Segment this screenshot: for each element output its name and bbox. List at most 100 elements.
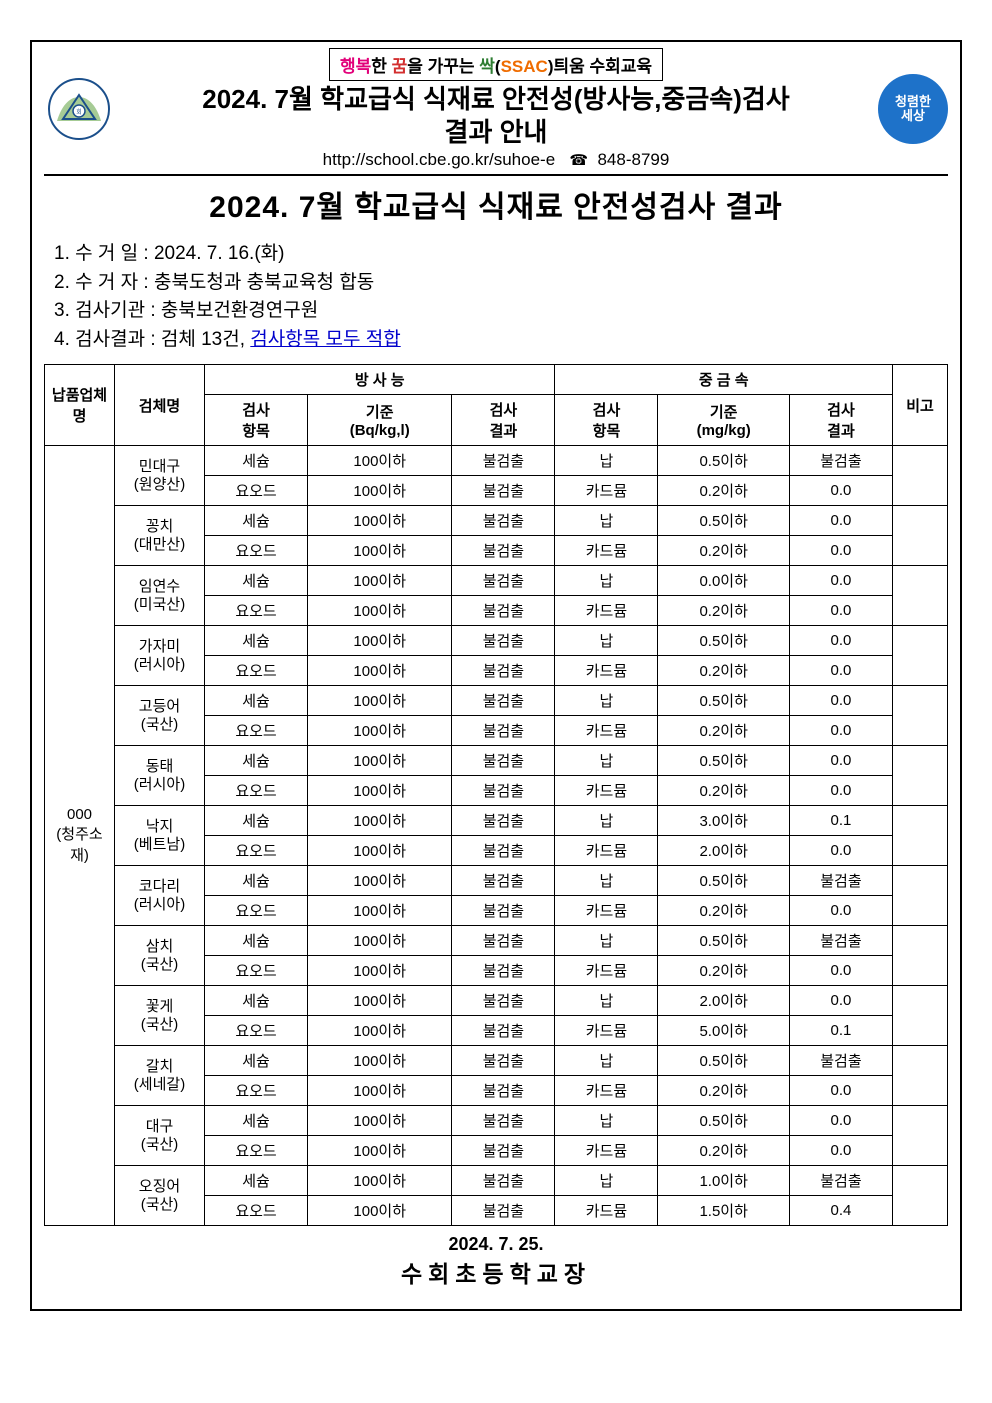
cell-metal-std: 3.0이하 — [658, 806, 789, 836]
cell-sample-name: 임연수 (미국산) — [115, 566, 205, 626]
motto-part: 꿈 — [392, 57, 408, 76]
cell-metal-std: 0.0이하 — [658, 566, 789, 596]
cell-rad-result: 불검출 — [452, 1166, 555, 1196]
table-row: 고등어 (국산)세슘100이하불검출납0.5이하0.0 — [45, 686, 948, 716]
cell-rad-result: 불검출 — [452, 506, 555, 536]
cell-sample-name: 갈치 (세네갈) — [115, 1046, 205, 1106]
cell-metal-result: 불검출 — [789, 866, 892, 896]
cell-rad-item: 세슘 — [205, 446, 308, 476]
cell-rad-std: 100이하 — [308, 506, 452, 536]
table-row: 대구 (국산)세슘100이하불검출납0.5이하0.0 — [45, 1106, 948, 1136]
cell-metal-result: 0.0 — [789, 836, 892, 866]
cell-metal-std: 2.0이하 — [658, 836, 789, 866]
cell-rad-result: 불검출 — [452, 476, 555, 506]
cell-metal-result: 0.0 — [789, 536, 892, 566]
th-note: 비고 — [893, 365, 948, 446]
header-center: 행복한 꿈을 가꾸는 싹(SSAC)틔움 수회교육 2024. 7월 학교급식 … — [122, 48, 870, 170]
cell-metal-result: 0.0 — [789, 566, 892, 596]
info-line-4: 4. 검사결과 : 검체 13건, 검사항목 모두 적합 — [54, 326, 948, 355]
table-row: 가자미 (러시아)세슘100이하불검출납0.5이하0.0 — [45, 626, 948, 656]
cell-metal-result: 0.1 — [789, 806, 892, 836]
th-supplier: 납품업체명 — [45, 365, 115, 446]
cell-rad-result: 불검출 — [452, 866, 555, 896]
cell-metal-std: 0.5이하 — [658, 506, 789, 536]
cell-rad-result: 불검출 — [452, 896, 555, 926]
cell-rad-std: 100이하 — [308, 656, 452, 686]
cell-rad-item: 세슘 — [205, 566, 308, 596]
cell-rad-std: 100이하 — [308, 596, 452, 626]
cell-sample-name: 동태 (러시아) — [115, 746, 205, 806]
cell-metal-item: 카드뮴 — [555, 1076, 658, 1106]
cell-metal-std: 0.5이하 — [658, 866, 789, 896]
cell-rad-result: 불검출 — [452, 686, 555, 716]
cell-metal-std: 0.2이하 — [658, 1136, 789, 1166]
cell-metal-item: 납 — [555, 686, 658, 716]
motto-part: 행복 — [340, 57, 371, 76]
main-title: 2024. 7월 학교급식 식재료 안전성(방사능,중금속)검사 결과 안내 — [122, 83, 870, 148]
cell-rad-item: 세슘 — [205, 686, 308, 716]
footer-sign: 수회초등학교장 — [44, 1255, 948, 1289]
cell-rad-result: 불검출 — [452, 566, 555, 596]
cell-note — [893, 626, 948, 686]
cell-rad-item: 요오드 — [205, 596, 308, 626]
table-row: 오징어 (국산)세슘100이하불검출납1.0이하불검출 — [45, 1166, 948, 1196]
cell-rad-std: 100이하 — [308, 1136, 452, 1166]
cell-metal-std: 1.0이하 — [658, 1166, 789, 1196]
th-sample: 검체명 — [115, 365, 205, 446]
cell-metal-item: 카드뮴 — [555, 896, 658, 926]
th-rad-item: 검사 항목 — [205, 395, 308, 446]
cell-note — [893, 986, 948, 1046]
cell-metal-item: 납 — [555, 746, 658, 776]
cell-metal-std: 0.5이하 — [658, 686, 789, 716]
cell-metal-result: 0.0 — [789, 686, 892, 716]
cell-metal-result: 불검출 — [789, 926, 892, 956]
cell-metal-item: 카드뮴 — [555, 1136, 658, 1166]
cell-metal-result: 0.1 — [789, 1016, 892, 1046]
cell-note — [893, 746, 948, 806]
cell-rad-std: 100이하 — [308, 896, 452, 926]
cell-sample-name: 코다리 (러시아) — [115, 866, 205, 926]
cell-rad-result: 불검출 — [452, 1136, 555, 1166]
cell-rad-std: 100이하 — [308, 716, 452, 746]
cell-sample-name: 고등어 (국산) — [115, 686, 205, 746]
cell-rad-item: 요오드 — [205, 1136, 308, 1166]
cell-rad-result: 불검출 — [452, 716, 555, 746]
cell-metal-result: 0.0 — [789, 1076, 892, 1106]
cell-note — [893, 1046, 948, 1106]
cell-metal-item: 카드뮴 — [555, 536, 658, 566]
th-metal-group: 중 금 속 — [555, 365, 893, 395]
header-row: 회 행복한 꿈을 가꾸는 싹(SSAC)틔움 수회교육 2024. 7월 학교급… — [44, 48, 948, 176]
cell-rad-item: 요오드 — [205, 956, 308, 986]
cell-sample-name: 꽁치 (대만산) — [115, 506, 205, 566]
cell-rad-std: 100이하 — [308, 686, 452, 716]
cell-metal-result: 불검출 — [789, 1046, 892, 1076]
integrity-badge-text: 청렴한 세상 — [895, 95, 931, 124]
cell-metal-result: 0.0 — [789, 506, 892, 536]
cell-note — [893, 806, 948, 866]
cell-rad-std: 100이하 — [308, 476, 452, 506]
cell-metal-item: 납 — [555, 1166, 658, 1196]
motto-part: 한 — [371, 57, 391, 76]
cell-note — [893, 446, 948, 506]
motto-part: 가꾸는 — [428, 57, 480, 76]
cell-rad-result: 불검출 — [452, 656, 555, 686]
table-row: 꽃게 (국산)세슘100이하불검출납2.0이하0.0 — [45, 986, 948, 1016]
cell-supplier: 000 (청주소재) — [45, 446, 115, 1226]
cell-metal-result: 0.0 — [789, 746, 892, 776]
cell-metal-result: 0.0 — [789, 716, 892, 746]
cell-metal-item: 카드뮴 — [555, 1016, 658, 1046]
table-body: 000 (청주소재)민대구 (원양산)세슘100이하불검출납0.5이하불검출요오… — [45, 446, 948, 1226]
table-row: 삼치 (국산)세슘100이하불검출납0.5이하불검출 — [45, 926, 948, 956]
cell-metal-std: 1.5이하 — [658, 1196, 789, 1226]
cell-rad-item: 요오드 — [205, 1196, 308, 1226]
motto-part: 을 — [407, 57, 427, 76]
cell-metal-item: 카드뮴 — [555, 956, 658, 986]
cell-rad-item: 세슘 — [205, 626, 308, 656]
cell-note — [893, 686, 948, 746]
school-phone: 848-8799 — [597, 150, 669, 169]
cell-metal-std: 0.2이하 — [658, 1076, 789, 1106]
cell-metal-result: 0.0 — [789, 896, 892, 926]
info-list: 1. 수 거 일 : 2024. 7. 16.(화) 2. 수 거 자 : 충북… — [54, 240, 948, 354]
cell-rad-item: 요오드 — [205, 836, 308, 866]
cell-rad-item: 세슘 — [205, 746, 308, 776]
